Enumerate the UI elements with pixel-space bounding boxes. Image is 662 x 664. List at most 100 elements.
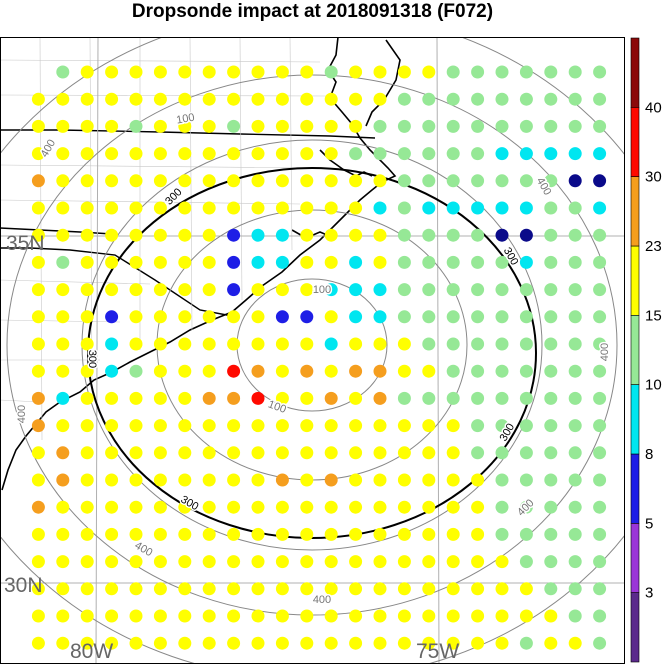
impact-dot	[178, 500, 192, 514]
impact-dot	[80, 65, 94, 79]
impact-dot	[56, 636, 70, 650]
impact-dot	[349, 391, 363, 405]
impact-dot	[495, 201, 509, 215]
impact-dot	[129, 419, 143, 433]
impact-dot	[422, 391, 436, 405]
colorbar-tick-label: 30	[645, 169, 662, 186]
impact-dot	[593, 636, 607, 650]
impact-dots	[31, 65, 607, 664]
impact-dot	[471, 582, 485, 596]
impact-dot	[495, 255, 509, 269]
impact-dot	[202, 555, 216, 569]
impact-dot	[105, 337, 119, 351]
impact-dot	[349, 65, 363, 79]
impact-dot	[495, 65, 509, 79]
impact-dot	[227, 391, 241, 405]
impact-dot	[446, 636, 460, 650]
impact-dot	[593, 527, 607, 541]
impact-dot	[568, 500, 582, 514]
impact-dot	[471, 283, 485, 297]
impact-dot	[178, 419, 192, 433]
impact-dot	[471, 92, 485, 106]
impact-dot	[178, 582, 192, 596]
impact-dot	[397, 255, 411, 269]
impact-dot	[275, 473, 289, 487]
impact-dot	[446, 65, 460, 79]
impact-dot	[446, 500, 460, 514]
impact-dot	[31, 92, 45, 106]
impact-dot	[129, 174, 143, 188]
impact-dot	[227, 446, 241, 460]
impact-dot	[80, 364, 94, 378]
impact-dot	[202, 527, 216, 541]
impact-dot	[519, 337, 533, 351]
impact-dot	[397, 419, 411, 433]
impact-dot	[544, 391, 558, 405]
impact-dot	[422, 174, 436, 188]
impact-dot	[397, 446, 411, 460]
impact-dot	[324, 500, 338, 514]
impact-dot	[544, 582, 558, 596]
impact-dot	[519, 419, 533, 433]
impact-dot	[202, 201, 216, 215]
impact-dot	[397, 283, 411, 297]
impact-dot	[349, 228, 363, 242]
impact-dot	[349, 500, 363, 514]
impact-dot	[373, 419, 387, 433]
impact-dot	[544, 228, 558, 242]
impact-dot	[544, 555, 558, 569]
impact-dot	[397, 228, 411, 242]
range-ring-label: 400	[599, 343, 611, 361]
range-ring-label: 100	[175, 112, 195, 127]
impact-dot	[129, 527, 143, 541]
impact-dot	[300, 446, 314, 460]
impact-dot	[324, 92, 338, 106]
impact-dot	[105, 500, 119, 514]
impact-dot	[544, 119, 558, 133]
impact-dot	[153, 147, 167, 161]
impact-dot	[349, 419, 363, 433]
impact-dot	[324, 555, 338, 569]
impact-dot	[129, 147, 143, 161]
impact-dot	[495, 419, 509, 433]
impact-dot	[324, 174, 338, 188]
impact-dot	[349, 609, 363, 623]
impact-dot	[593, 337, 607, 351]
impact-dot	[251, 65, 265, 79]
impact-dot	[129, 364, 143, 378]
impact-dot	[349, 473, 363, 487]
impact-dot	[153, 527, 167, 541]
impact-dot	[80, 92, 94, 106]
impact-dot	[153, 337, 167, 351]
impact-dot	[593, 391, 607, 405]
impact-dot	[495, 174, 509, 188]
impact-dot	[300, 609, 314, 623]
impact-dot	[593, 555, 607, 569]
impact-dot	[495, 446, 509, 460]
impact-dot	[105, 65, 119, 79]
impact-dot	[373, 391, 387, 405]
impact-dot	[519, 310, 533, 324]
impact-dot	[202, 119, 216, 133]
impact-dot	[324, 582, 338, 596]
impact-dot	[105, 419, 119, 433]
impact-dot	[153, 500, 167, 514]
impact-dot	[80, 119, 94, 133]
impact-dot	[105, 473, 119, 487]
impact-dot	[275, 364, 289, 378]
impact-dot	[568, 255, 582, 269]
impact-dot	[80, 500, 94, 514]
impact-dot	[593, 310, 607, 324]
impact-dot	[471, 636, 485, 650]
impact-dot	[202, 391, 216, 405]
impact-dot	[544, 419, 558, 433]
impact-dot	[568, 582, 582, 596]
colorbar-box	[630, 107, 640, 177]
impact-dot	[349, 337, 363, 351]
impact-dot	[373, 473, 387, 487]
impact-dot	[300, 65, 314, 79]
impact-dot	[80, 147, 94, 161]
impact-dot	[544, 255, 558, 269]
colorbar-box	[630, 37, 640, 108]
impact-dot	[31, 582, 45, 596]
